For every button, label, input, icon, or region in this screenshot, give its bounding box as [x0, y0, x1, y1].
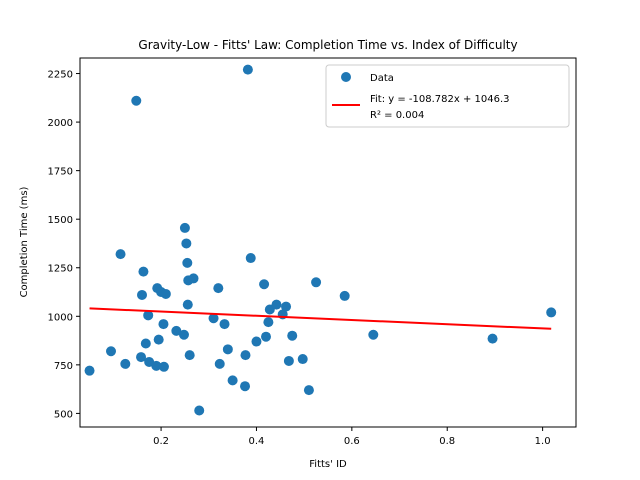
data-point — [219, 319, 230, 330]
y-tick-label: 1250 — [48, 264, 73, 275]
data-point — [182, 299, 193, 310]
data-points — [84, 64, 557, 416]
data-point — [245, 253, 256, 264]
data-point — [84, 365, 95, 376]
data-point — [182, 257, 193, 268]
data-point — [184, 350, 195, 361]
data-point — [151, 360, 162, 371]
data-point — [242, 64, 253, 75]
data-point — [115, 249, 126, 260]
data-point — [208, 313, 219, 324]
data-point — [213, 283, 224, 294]
y-axis: 500 750 1000 1250 1500 1750 2000 2250 — [48, 70, 80, 420]
data-point — [138, 266, 149, 277]
data-point — [240, 381, 251, 392]
data-point — [222, 344, 233, 355]
data-point — [140, 338, 151, 349]
data-point — [261, 331, 271, 342]
y-tick-label: 1000 — [48, 312, 73, 323]
data-point — [546, 307, 557, 318]
data-point — [283, 355, 294, 366]
data-point — [160, 288, 171, 299]
data-point — [120, 358, 131, 369]
legend-label-r2: R² = 0.004 — [370, 110, 424, 121]
chart-title: Gravity-Low - Fitts' Law: Completion Tim… — [138, 38, 517, 52]
y-tick-label: 2000 — [48, 118, 73, 129]
data-point — [153, 334, 164, 345]
fit-line-layer — [89, 307, 552, 330]
data-point — [259, 279, 270, 290]
x-tick-label: 0.6 — [344, 436, 360, 447]
data-point — [263, 317, 274, 328]
y-tick-label: 750 — [54, 361, 73, 372]
data-point — [368, 329, 379, 340]
data-point — [339, 290, 350, 301]
y-tick-label: 1750 — [48, 167, 73, 178]
data-point — [251, 336, 262, 347]
data-point — [158, 361, 169, 372]
x-axis-label: Fitts' ID — [309, 459, 347, 470]
legend-label-fit: Fit: y = -108.782x + 1046.3 — [370, 94, 510, 105]
x-tick-label: 0.4 — [249, 436, 265, 447]
data-point — [188, 273, 199, 284]
y-tick-label: 500 — [54, 409, 73, 420]
data-point — [171, 325, 182, 336]
x-tick-label: 0.8 — [439, 436, 455, 447]
data-point — [158, 319, 169, 330]
x-tick-label: 0.2 — [153, 436, 169, 447]
data-point — [178, 329, 189, 340]
data-point — [106, 346, 116, 357]
fit-line — [89, 307, 552, 330]
legend-box — [325, 64, 570, 128]
data-point — [131, 95, 142, 106]
data-point — [143, 310, 154, 321]
y-tick-label: 1500 — [48, 215, 73, 226]
data-point — [194, 405, 205, 416]
data-point — [487, 333, 498, 344]
data-point — [137, 289, 147, 300]
data-point — [136, 352, 147, 363]
data-point — [303, 385, 314, 396]
legend-label-data: Data — [370, 73, 394, 84]
plot-frame — [79, 57, 577, 428]
legend-marker-data — [341, 72, 351, 82]
y-axis-label: Completion Time (ms) — [19, 186, 30, 297]
data-point — [214, 358, 225, 369]
data-point — [240, 350, 251, 361]
data-point — [179, 222, 190, 233]
data-point — [311, 277, 322, 288]
data-point — [287, 330, 298, 341]
data-point — [181, 238, 192, 249]
y-tick-label: 2250 — [48, 70, 73, 81]
x-tick-label: 1.0 — [535, 436, 551, 447]
legend: Data Fit: y = -108.782x + 1046.3 R² = 0.… — [325, 64, 570, 128]
data-point — [297, 354, 308, 365]
data-point — [227, 375, 238, 386]
data-point — [281, 301, 292, 312]
data-point — [271, 299, 282, 310]
x-axis: 0.2 0.4 0.6 0.8 1.0 — [153, 427, 551, 447]
